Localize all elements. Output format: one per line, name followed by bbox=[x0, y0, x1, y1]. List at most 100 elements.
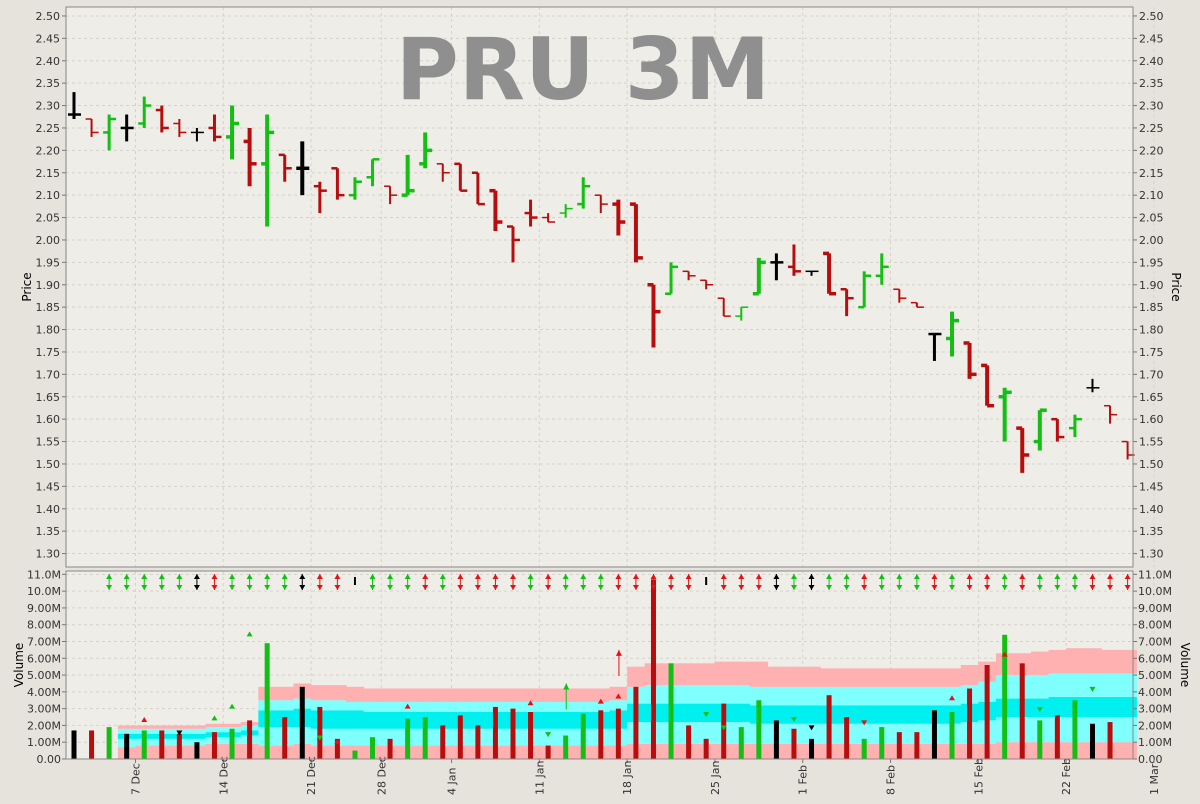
volume-band-segment bbox=[574, 701, 593, 712]
volume-tick-label: 4.00M bbox=[1138, 686, 1172, 699]
ohlc-bar bbox=[542, 213, 556, 223]
price-tick-label: 2.25 bbox=[1139, 122, 1164, 135]
signal-head-up bbox=[422, 574, 429, 579]
signal-marker bbox=[615, 574, 622, 590]
signal-head-up bbox=[316, 574, 323, 579]
volume-bar bbox=[826, 695, 832, 759]
signal-marker bbox=[123, 574, 130, 590]
signal-head-down bbox=[229, 585, 236, 590]
volume-band-segment bbox=[750, 661, 769, 687]
signal-marker bbox=[1036, 574, 1043, 590]
signal-head-down bbox=[826, 585, 833, 590]
ohlc-bar bbox=[190, 127, 204, 142]
signal-marker bbox=[580, 574, 587, 590]
signal-marker bbox=[1071, 574, 1078, 590]
signal-marker bbox=[826, 574, 833, 590]
volume-band-segment bbox=[1083, 673, 1102, 697]
price-axis-label-left: Price bbox=[20, 272, 34, 301]
volume-bar bbox=[1054, 715, 1060, 759]
volume-band-segment bbox=[381, 701, 400, 712]
ohlc-bar bbox=[261, 114, 275, 227]
ohlc-bar bbox=[471, 171, 485, 206]
volume-band-segment bbox=[872, 686, 892, 706]
signal-head-down bbox=[773, 585, 780, 590]
signal-head-down bbox=[387, 585, 394, 590]
price-tick-label: 2.30 bbox=[1139, 100, 1164, 113]
signal-marker bbox=[299, 574, 306, 590]
volume-band-segment bbox=[135, 725, 154, 729]
signal-head-down bbox=[422, 585, 429, 590]
volume-bar bbox=[580, 713, 586, 759]
signal-marker bbox=[316, 574, 323, 590]
volume-band-segment bbox=[908, 686, 927, 706]
signal-head-up bbox=[650, 574, 657, 579]
volume-band-segment bbox=[433, 688, 453, 702]
ohlc-bar bbox=[419, 132, 433, 169]
volume-marker bbox=[808, 725, 815, 731]
volume-bar bbox=[1107, 722, 1113, 759]
date-tick-label: 1 Mar bbox=[1148, 763, 1161, 795]
signal-head-down bbox=[369, 585, 376, 590]
volume-band-segment bbox=[697, 685, 716, 704]
volume-band-segment bbox=[381, 688, 400, 702]
price-tick-label: 2.20 bbox=[36, 144, 61, 157]
signal-head-down bbox=[299, 585, 306, 590]
price-tick-label: 1.55 bbox=[36, 436, 61, 449]
alert-head bbox=[563, 683, 570, 690]
signal-head-up bbox=[931, 574, 938, 579]
ohlc-bar bbox=[893, 288, 907, 303]
price-tick-label: 1.75 bbox=[36, 346, 61, 359]
volume-band-segment bbox=[714, 685, 733, 704]
volume-tick-label: 6.00M bbox=[27, 652, 61, 665]
volume-band-segment bbox=[328, 685, 347, 701]
price-axis-label-right: Price bbox=[1169, 272, 1183, 301]
volume-bar bbox=[352, 750, 358, 759]
signal-marker bbox=[211, 574, 218, 590]
ohlc-bar bbox=[823, 251, 837, 296]
volume-band-segment bbox=[960, 665, 979, 686]
signal-head-down bbox=[246, 585, 253, 590]
price-plot-border bbox=[65, 6, 1134, 568]
volume-alert-arrow bbox=[563, 683, 570, 710]
volume-band-segment bbox=[451, 701, 470, 712]
price-tick-label: 2.00 bbox=[36, 234, 61, 247]
volume-bar bbox=[773, 720, 779, 759]
volume-band-segment bbox=[1048, 696, 1067, 718]
signal-head-down bbox=[123, 585, 130, 590]
volume-band-segment bbox=[785, 686, 804, 706]
signal-head-up bbox=[211, 574, 218, 579]
volume-band-segment bbox=[925, 686, 944, 706]
signal-head-down bbox=[316, 585, 323, 590]
volume-marker bbox=[141, 717, 148, 723]
volume-bar bbox=[106, 727, 112, 759]
volume-tick-label: 3.00M bbox=[1138, 703, 1172, 716]
date-tick-label: 8 Feb bbox=[885, 765, 898, 795]
volume-band-segment bbox=[539, 712, 558, 729]
signal-head-down bbox=[176, 585, 183, 590]
signal-head-up bbox=[720, 574, 727, 579]
signal-head-down bbox=[685, 585, 692, 590]
volume-marker bbox=[527, 700, 534, 706]
volume-tick-label: 10.0M bbox=[27, 585, 61, 598]
volume-band-segment bbox=[469, 688, 488, 702]
ohlc-bar bbox=[700, 279, 714, 290]
signal-head-up bbox=[738, 574, 745, 579]
volume-bar bbox=[844, 717, 850, 759]
volume-bar bbox=[615, 708, 621, 759]
ohlc-bar bbox=[946, 311, 959, 357]
signal-marker bbox=[896, 574, 903, 590]
volume-tick-label: 7.00M bbox=[1138, 636, 1172, 649]
signal-marker bbox=[1107, 574, 1114, 590]
signal-head-down bbox=[492, 585, 499, 590]
ohlc-bar bbox=[507, 225, 520, 263]
ohlc-bar bbox=[682, 270, 696, 281]
volume-band-segment bbox=[855, 723, 874, 744]
volume-bar bbox=[89, 730, 95, 759]
volume-band-segment bbox=[1118, 696, 1137, 718]
price-tick-label: 1.95 bbox=[36, 256, 61, 269]
volume-axis-label-right: Volume bbox=[1178, 643, 1192, 688]
signal-marker bbox=[650, 574, 657, 590]
signal-marker bbox=[1001, 574, 1008, 590]
volume-bar bbox=[1037, 720, 1043, 759]
